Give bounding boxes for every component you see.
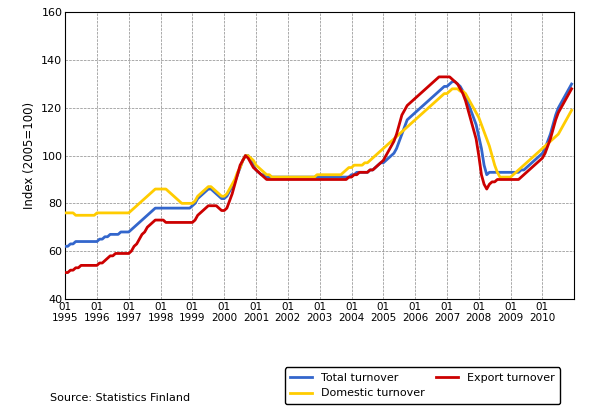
Export turnover bbox=[568, 86, 575, 91]
Total turnover bbox=[266, 175, 273, 180]
Export turnover bbox=[266, 177, 273, 182]
Domestic turnover bbox=[318, 172, 326, 177]
Line: Export turnover: Export turnover bbox=[65, 77, 572, 273]
Export turnover bbox=[62, 270, 69, 275]
Export turnover bbox=[123, 251, 130, 256]
Total turnover bbox=[271, 175, 278, 180]
Export turnover bbox=[316, 177, 323, 182]
Total turnover bbox=[350, 172, 358, 177]
Domestic turnover bbox=[353, 163, 361, 168]
Y-axis label: Index (2005=100): Index (2005=100) bbox=[22, 102, 36, 209]
Domestic turnover bbox=[449, 86, 456, 91]
Line: Total turnover: Total turnover bbox=[65, 82, 572, 246]
Domestic turnover bbox=[382, 144, 390, 149]
Total turnover bbox=[379, 160, 387, 165]
Domestic turnover bbox=[274, 175, 281, 180]
Text: Source: Statistics Finland: Source: Statistics Finland bbox=[50, 393, 191, 403]
Export turnover bbox=[436, 74, 443, 79]
Domestic turnover bbox=[268, 175, 275, 180]
Total turnover bbox=[316, 175, 323, 180]
Total turnover bbox=[123, 229, 130, 234]
Domestic turnover bbox=[568, 108, 575, 113]
Export turnover bbox=[379, 158, 387, 163]
Total turnover bbox=[62, 244, 69, 249]
Export turnover bbox=[350, 172, 358, 177]
Total turnover bbox=[449, 79, 456, 84]
Line: Domestic turnover: Domestic turnover bbox=[65, 89, 572, 215]
Domestic turnover bbox=[126, 210, 133, 215]
Domestic turnover bbox=[62, 210, 69, 215]
Domestic turnover bbox=[72, 213, 79, 218]
Legend: Total turnover, Domestic turnover, Export turnover: Total turnover, Domestic turnover, Expor… bbox=[285, 367, 561, 404]
Export turnover bbox=[271, 177, 278, 182]
Total turnover bbox=[568, 82, 575, 87]
